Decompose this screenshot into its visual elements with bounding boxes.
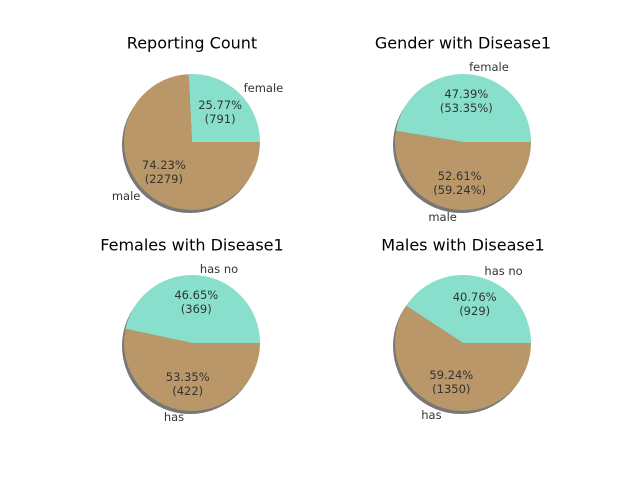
value-label: 52.61% (59.24%) — [433, 168, 487, 197]
pie-slice — [395, 73, 531, 142]
pie-slice — [124, 328, 261, 411]
chart-title: Gender with Disease1 — [374, 33, 552, 53]
pie-slice — [125, 274, 260, 343]
chart-title: Males with Disease1 — [381, 235, 545, 255]
chart-title: Females with Disease1 — [100, 235, 284, 255]
slice-label: male — [428, 209, 457, 224]
value-label: 74.23% (2279) — [141, 157, 186, 186]
slice-label: has — [163, 410, 185, 425]
pie-slice — [395, 130, 531, 210]
pie-slice — [124, 74, 260, 211]
value-label: 25.77% (791) — [198, 98, 243, 127]
value-label: 47.39% (53.35%) — [439, 87, 493, 116]
slice-label: female — [469, 60, 509, 75]
slice-label: has no — [484, 264, 523, 279]
value-label: 40.76% (929) — [452, 289, 497, 318]
value-label: 46.65% (369) — [174, 288, 219, 317]
pie-slice — [395, 305, 531, 411]
slice-label: has no — [199, 261, 239, 276]
slice-label: male — [111, 189, 141, 204]
slice-label: female — [243, 80, 284, 95]
value-label: 59.24% (1350) — [429, 368, 474, 397]
chart-title: Reporting Count — [126, 33, 258, 53]
pie-slice — [188, 74, 260, 142]
pie-slice — [406, 275, 531, 343]
slice-label: has — [421, 407, 442, 422]
value-label: 53.35% (422) — [165, 369, 210, 398]
